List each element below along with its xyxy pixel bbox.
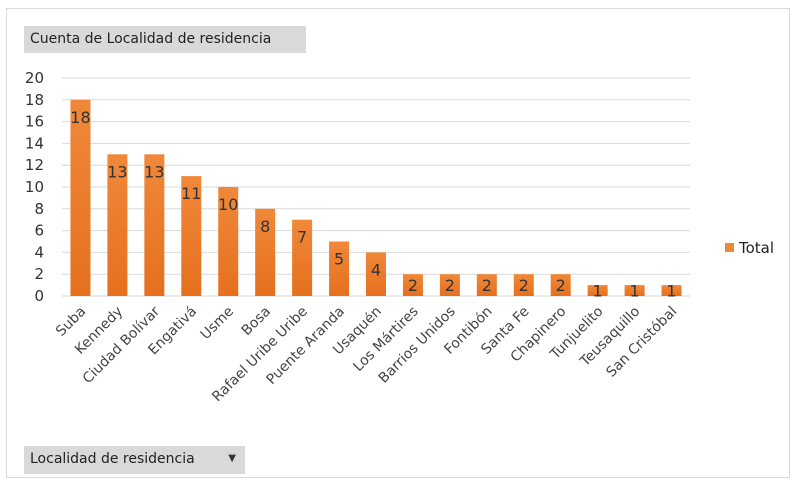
data-label: 2 bbox=[519, 276, 529, 295]
y-tick-label: 4 bbox=[34, 243, 44, 261]
bar[interactable] bbox=[513, 274, 534, 296]
bar[interactable] bbox=[661, 285, 682, 296]
data-label: 5 bbox=[334, 250, 344, 269]
y-tick-label: 16 bbox=[25, 113, 44, 131]
data-label: 1 bbox=[593, 282, 603, 301]
axis-field-button[interactable]: Localidad de residencia ▼ bbox=[24, 446, 245, 474]
bar[interactable] bbox=[292, 219, 313, 296]
bar[interactable] bbox=[107, 154, 128, 296]
data-label: 18 bbox=[70, 108, 90, 127]
value-field-button[interactable]: Cuenta de Localidad de residencia bbox=[24, 26, 306, 53]
chart-frame bbox=[6, 8, 790, 478]
data-label: 13 bbox=[107, 162, 127, 181]
axis-field-label: Localidad de residencia bbox=[30, 451, 195, 467]
y-tick-label: 10 bbox=[25, 178, 44, 196]
x-tick-label: Usme bbox=[198, 304, 237, 343]
y-tick-label: 6 bbox=[34, 222, 44, 240]
bar[interactable] bbox=[255, 208, 276, 296]
bar[interactable] bbox=[144, 154, 165, 296]
data-label: 2 bbox=[408, 276, 418, 295]
bar[interactable] bbox=[439, 274, 460, 296]
bar[interactable] bbox=[218, 187, 239, 296]
dropdown-arrow-icon[interactable]: ▼ bbox=[228, 453, 236, 464]
y-tick-label: 12 bbox=[25, 156, 44, 174]
data-label: 10 bbox=[218, 195, 238, 214]
bar[interactable] bbox=[366, 252, 386, 296]
bar[interactable] bbox=[624, 285, 645, 296]
data-label: 2 bbox=[482, 276, 492, 295]
y-tick-label: 20 bbox=[25, 69, 44, 87]
data-label: 4 bbox=[371, 260, 381, 279]
y-tick-label: 18 bbox=[25, 91, 44, 109]
bar[interactable] bbox=[329, 241, 350, 297]
legend: Total bbox=[725, 239, 774, 257]
y-tick-label: 0 bbox=[34, 287, 44, 305]
y-tick-label: 14 bbox=[25, 134, 44, 152]
bar[interactable] bbox=[550, 274, 571, 296]
bar[interactable] bbox=[402, 274, 423, 296]
legend-label: Total bbox=[738, 239, 774, 257]
bar[interactable] bbox=[70, 99, 91, 296]
data-label: 1 bbox=[666, 282, 676, 301]
data-label: 7 bbox=[297, 228, 307, 247]
bar[interactable] bbox=[476, 274, 497, 296]
y-tick-label: 2 bbox=[34, 265, 44, 283]
bars bbox=[70, 99, 682, 297]
y-axis-ticks: 0 2 4 6 8 10 12 14 16 18 20 bbox=[25, 69, 44, 305]
data-label: 13 bbox=[144, 162, 164, 181]
bar[interactable] bbox=[587, 285, 608, 296]
legend-swatch bbox=[725, 243, 734, 252]
y-tick-label: 8 bbox=[34, 200, 44, 218]
bar[interactable] bbox=[181, 176, 202, 296]
data-label: 11 bbox=[181, 184, 201, 203]
data-label: 2 bbox=[556, 276, 566, 295]
data-label: 8 bbox=[260, 217, 270, 236]
data-label: 2 bbox=[445, 276, 455, 295]
data-label: 1 bbox=[629, 282, 639, 301]
